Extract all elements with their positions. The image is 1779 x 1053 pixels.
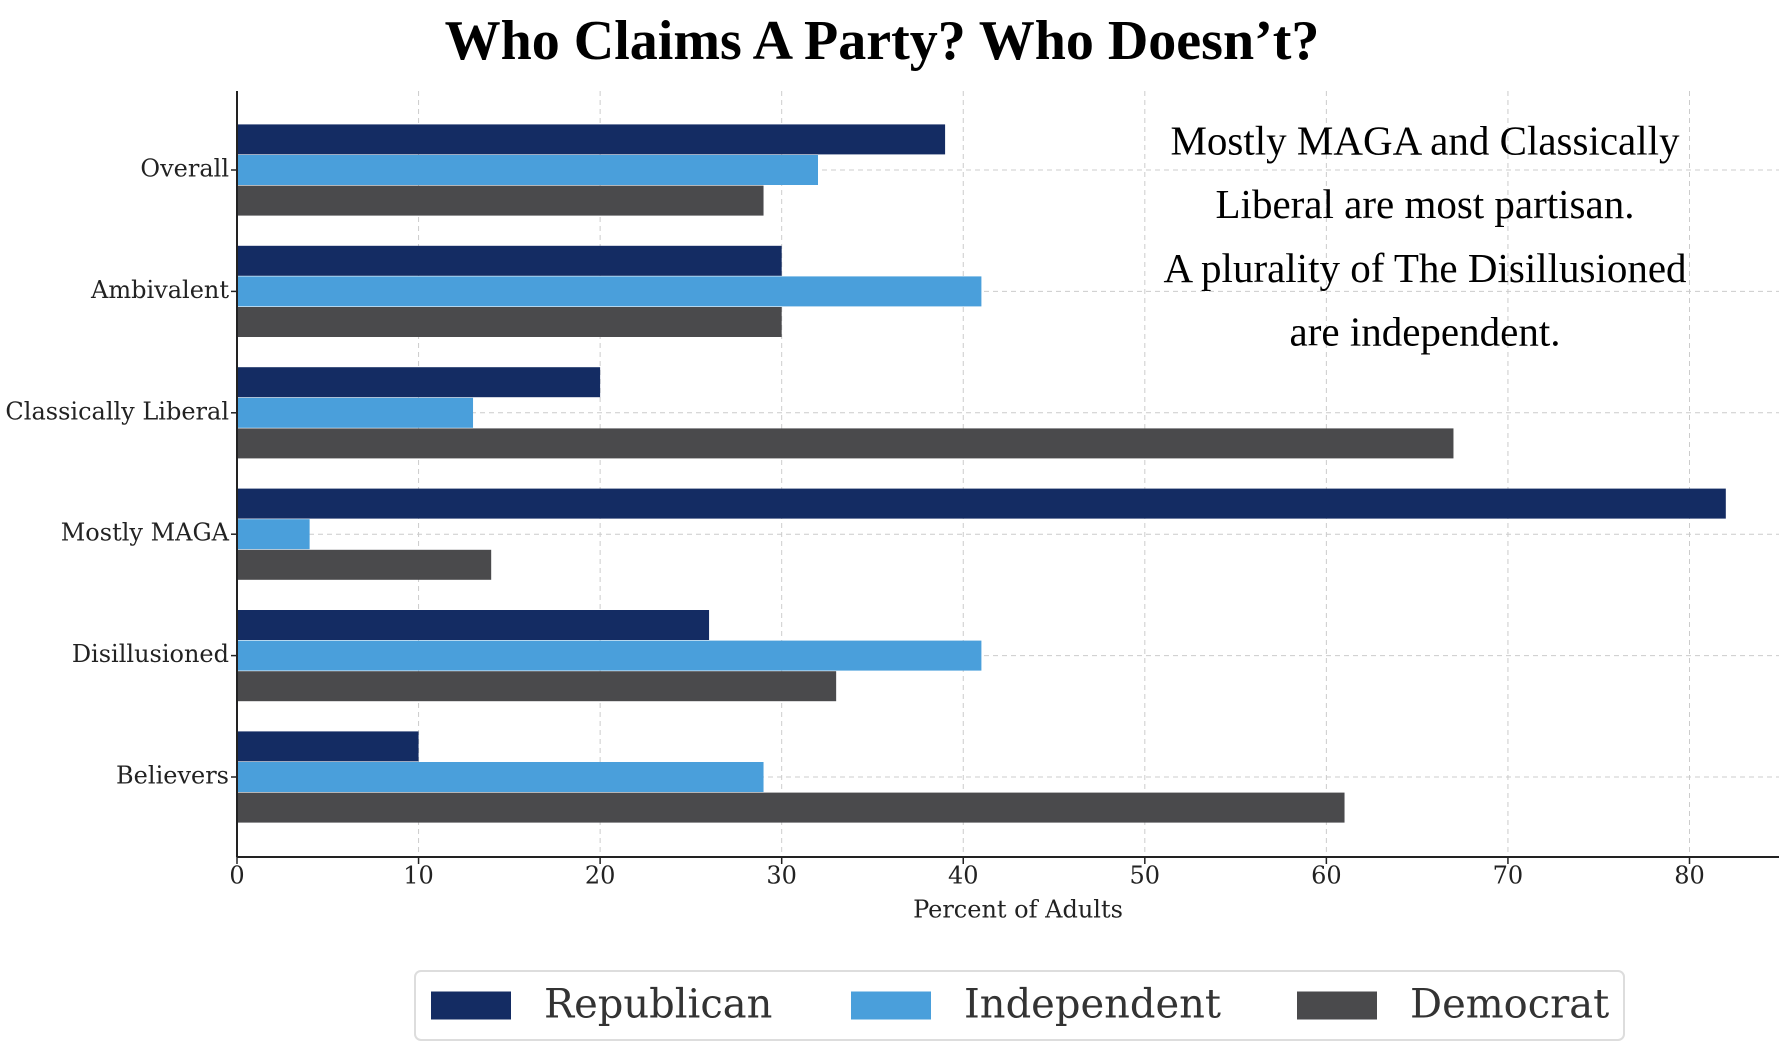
legend-label: Democrat — [1410, 982, 1609, 1028]
legend-label: Independent — [964, 982, 1221, 1028]
bar — [237, 155, 818, 185]
bar — [237, 367, 601, 398]
bar — [237, 276, 982, 307]
legend-label: Republican — [544, 982, 772, 1028]
y-tick-label: Overall — [140, 155, 229, 183]
legend-swatch — [851, 991, 931, 1020]
y-tick-label: Believers — [116, 762, 229, 790]
bar — [237, 610, 710, 640]
legend-swatch — [1297, 991, 1377, 1020]
bar — [237, 519, 310, 550]
bar — [237, 307, 782, 337]
bar — [237, 549, 492, 580]
x-tick-label: 10 — [403, 862, 434, 890]
x-tick-label: 60 — [1311, 862, 1342, 890]
bar — [237, 762, 764, 792]
y-tick-label: Disillusioned — [72, 640, 229, 668]
x-tick-label: 50 — [1130, 862, 1161, 890]
bar — [237, 640, 982, 671]
annotation: Mostly MAGA and Classically — [1170, 117, 1680, 163]
bar — [237, 792, 1345, 823]
legend-swatch — [431, 991, 511, 1020]
x-axis-label: Percent of Adults — [913, 896, 1123, 924]
y-tick-label: Mostly MAGA — [61, 519, 230, 547]
annotation: A plurality of The Disillusioned — [1163, 245, 1686, 291]
annotation: are independent. — [1290, 309, 1561, 355]
legend-box — [414, 970, 1625, 1041]
chart-title: Who Claims A Party? Who Doesn’t? — [445, 10, 1320, 72]
bar — [237, 185, 764, 216]
bar — [237, 397, 474, 428]
bar — [237, 124, 946, 155]
x-tick-label: 80 — [1674, 862, 1705, 890]
x-tick-label: 30 — [766, 862, 797, 890]
y-tick-label: Ambivalent — [90, 276, 229, 304]
x-tick-label: 20 — [585, 862, 616, 890]
bar — [237, 245, 782, 276]
bar — [237, 488, 1726, 519]
x-tick-label: 40 — [948, 862, 979, 890]
y-tick-label: Classically Liberal — [5, 397, 229, 425]
annotation: Liberal are most partisan. — [1216, 181, 1635, 227]
bar — [237, 671, 837, 702]
bar — [237, 731, 419, 762]
x-tick-label: 70 — [1493, 862, 1524, 890]
bar — [237, 428, 1454, 459]
x-tick-label: 0 — [229, 862, 244, 890]
